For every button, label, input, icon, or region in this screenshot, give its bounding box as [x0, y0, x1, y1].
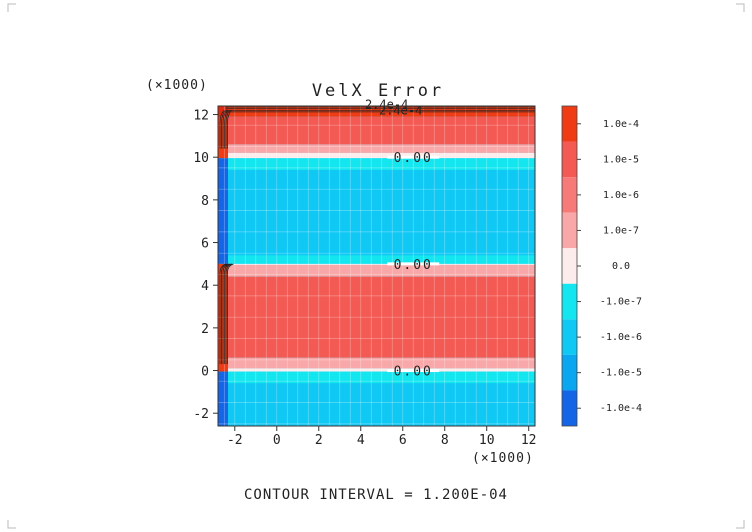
edge-contour-top [225, 110, 231, 149]
y-tick-label: -2 [193, 407, 209, 422]
y-tick-label: 0 [201, 365, 209, 380]
contour-interval-note: CONTOUR INTERVAL = 1.200E-04 [244, 487, 508, 503]
colorbar-label: -1.0e-7 [600, 297, 642, 308]
colorbar-label: 1.0e-4 [603, 119, 639, 130]
edge-contour-middle [219, 263, 227, 365]
y-tick-label: 10 [193, 151, 209, 166]
contour-band-8 [218, 264, 535, 277]
plot-frame [217, 105, 536, 427]
edge-strip-lower-negative [218, 371, 228, 426]
contour-label: 0.00 [394, 258, 433, 273]
x-tick-label: 4 [357, 433, 365, 448]
y-tick-label: 12 [193, 109, 209, 124]
contour-band-3 [218, 152, 535, 159]
colorbar-swatch [562, 177, 577, 213]
contour-label: 0.00 [394, 365, 433, 380]
x-tick-label: 2 [315, 433, 323, 448]
edge-strip-upper-negative [218, 158, 228, 264]
colorbar-label: 1.0e-6 [603, 190, 639, 201]
contour-band-0 [218, 106, 535, 117]
colorbar-label: 1.0e-7 [603, 225, 639, 236]
y-axis: -2 0 2 4 6 8 10 12 [193, 109, 218, 422]
x-tick-label: 8 [441, 433, 449, 448]
colorbar-swatch [562, 283, 577, 320]
edge-contour-middle [225, 263, 233, 365]
contour-band-6 [218, 255, 535, 264]
colorbar-swatch [562, 141, 577, 178]
edge-contour-middle [222, 263, 230, 365]
edge-contour-top [224, 110, 229, 149]
colorbar-swatch [562, 354, 577, 391]
crop-marks [7, 3, 745, 529]
contour-label-gap [387, 262, 440, 266]
edge-contour-lines [219, 106, 535, 365]
contour-band-1 [218, 116, 535, 145]
edge-contour-middle [227, 263, 234, 365]
colorbar-label: -1.0e-4 [600, 403, 642, 414]
colorbar-swatch [562, 248, 577, 284]
colorbar-swatch [562, 106, 577, 142]
contour-band-4 [218, 158, 535, 170]
y-axis-multiplier: (×1000) [146, 78, 208, 93]
contour-band-2 [218, 144, 535, 153]
contour-band-12 [218, 371, 535, 384]
edge-contour-top [221, 110, 226, 149]
max-value-annotation: 2.4e-4 [379, 104, 422, 118]
colorbar-swatch [562, 390, 577, 426]
contour-label-gap [387, 369, 440, 373]
edge-contour-top [222, 110, 228, 149]
max-value-annotation: 2.4e-4 [365, 98, 408, 112]
plot-area: 2.4e-42.4e-4 0.00 0.00 0.00 [217, 98, 536, 427]
x-tick-label: 12 [521, 433, 537, 448]
contour-label: 0.00 [394, 151, 433, 166]
edge-contour-top [219, 110, 225, 149]
contour-label-gap [387, 155, 440, 159]
colorbar-label: 0.0 [612, 261, 630, 272]
colorbar-label: -1.0e-5 [600, 368, 642, 379]
edge-contour-top [227, 110, 232, 149]
x-tick-label: 0 [273, 433, 281, 448]
x-tick-label: 10 [479, 433, 495, 448]
contour-band-9 [218, 276, 535, 358]
y-tick-label: 2 [201, 322, 209, 337]
x-axis: -2 0 2 4 6 8 10 12 [227, 426, 537, 448]
chart-title: VelX Error [312, 81, 444, 101]
contour-band-13 [218, 383, 535, 426]
colorbar-swatch [562, 319, 577, 355]
x-tick-label: 6 [399, 433, 407, 448]
contour-band-10 [218, 357, 535, 369]
colorbar: 1.0e-4 1.0e-5 1.0e-6 1.0e-7 0.0 -1.0e-7 -1.0e-… [561, 105, 642, 427]
contour-band-7 [218, 263, 535, 265]
y-tick-label: 8 [201, 194, 209, 209]
x-axis-multiplier: (×1000) [472, 451, 534, 466]
colorbar-swatch [562, 212, 577, 249]
colorbar-label: -1.0e-6 [600, 332, 642, 343]
x-tick-label: -2 [227, 433, 243, 448]
edge-contour-middle [224, 263, 231, 365]
contour-band-5 [218, 170, 535, 256]
colorbar-label: 1.0e-5 [603, 154, 639, 165]
y-tick-label: 4 [201, 279, 209, 294]
y-tick-label: 6 [201, 237, 209, 252]
edge-contour-middle [221, 263, 228, 365]
contour-band-11 [218, 368, 535, 372]
